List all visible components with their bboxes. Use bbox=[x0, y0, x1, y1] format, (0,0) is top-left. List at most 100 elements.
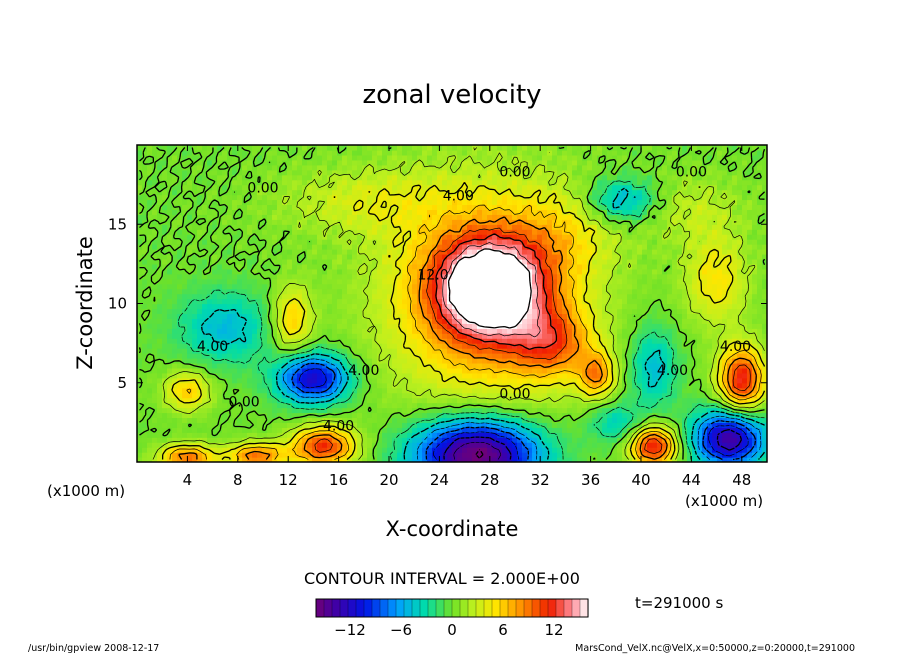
heatmap-cell bbox=[622, 457, 628, 462]
heatmap-cell bbox=[632, 402, 638, 409]
heatmap-cell bbox=[602, 427, 608, 433]
heatmap-cell bbox=[657, 422, 663, 428]
heatmap-cell bbox=[377, 417, 383, 423]
heatmap-cell bbox=[602, 278, 608, 285]
heatmap-cell bbox=[352, 328, 358, 334]
heatmap-cell bbox=[252, 387, 258, 394]
heatmap-cell bbox=[207, 432, 213, 438]
heatmap-cell bbox=[212, 278, 218, 285]
heatmap-cell bbox=[622, 343, 628, 349]
heatmap-cell bbox=[712, 457, 718, 462]
heatmap-cell bbox=[157, 442, 163, 448]
heatmap-cell bbox=[512, 318, 518, 324]
heatmap-cell bbox=[542, 367, 548, 374]
heatmap-cell bbox=[747, 323, 753, 329]
heatmap-cell bbox=[197, 372, 203, 379]
heatmap-cell bbox=[482, 293, 488, 300]
heatmap-cell bbox=[477, 427, 483, 433]
heatmap-cell bbox=[537, 283, 543, 290]
heatmap-cell bbox=[532, 313, 538, 319]
heatmap-cell bbox=[642, 268, 648, 275]
heatmap-cell bbox=[737, 397, 743, 404]
heatmap-cell bbox=[602, 437, 608, 443]
heatmap-cell bbox=[757, 432, 763, 438]
heatmap-cell bbox=[417, 318, 423, 324]
heatmap-cell bbox=[367, 357, 373, 364]
heatmap-cell bbox=[287, 387, 293, 394]
heatmap-cell bbox=[417, 377, 423, 384]
heatmap-cell bbox=[247, 303, 253, 310]
heatmap-cell bbox=[397, 288, 403, 295]
heatmap-cell bbox=[552, 417, 558, 423]
heatmap-cell bbox=[317, 298, 323, 305]
heatmap-cell bbox=[692, 437, 698, 443]
heatmap-cell bbox=[597, 382, 603, 389]
heatmap-cell bbox=[152, 382, 158, 389]
heatmap-cell bbox=[227, 333, 233, 339]
heatmap-cell bbox=[372, 367, 378, 374]
heatmap-cell bbox=[522, 447, 528, 453]
heatmap-cell bbox=[597, 422, 603, 428]
heatmap-cell bbox=[297, 263, 303, 270]
heatmap-cell bbox=[452, 298, 458, 305]
heatmap-cell bbox=[627, 367, 633, 374]
heatmap-cell bbox=[507, 372, 513, 379]
heatmap-cell bbox=[727, 308, 733, 314]
heatmap-cell bbox=[667, 397, 673, 404]
heatmap-cell bbox=[332, 288, 338, 295]
heatmap-cell bbox=[267, 412, 273, 419]
heatmap-cell bbox=[757, 328, 763, 334]
heatmap-cell bbox=[352, 402, 358, 409]
heatmap-cell bbox=[702, 392, 708, 399]
heatmap-cell bbox=[387, 372, 393, 379]
heatmap-cell bbox=[332, 268, 338, 275]
heatmap-cell bbox=[657, 318, 663, 324]
heatmap-cell bbox=[447, 457, 453, 462]
heatmap-cell bbox=[337, 348, 343, 354]
heatmap-cell bbox=[192, 313, 198, 319]
heatmap-cell bbox=[572, 447, 578, 453]
heatmap-cell bbox=[232, 283, 238, 290]
heatmap-cell bbox=[502, 392, 508, 399]
heatmap-cell bbox=[752, 288, 758, 295]
heatmap-cell bbox=[152, 263, 158, 270]
heatmap-cell bbox=[387, 437, 393, 443]
heatmap-cell bbox=[532, 457, 538, 462]
heatmap-cell bbox=[172, 402, 178, 409]
heatmap-cell bbox=[637, 293, 643, 300]
heatmap-cell bbox=[612, 323, 618, 329]
heatmap-cell bbox=[327, 283, 333, 290]
heatmap-cell bbox=[467, 407, 473, 414]
heatmap-cell bbox=[727, 452, 733, 458]
heatmap-cell bbox=[242, 407, 248, 414]
heatmap-cell bbox=[272, 427, 278, 433]
heatmap-cell bbox=[557, 372, 563, 379]
heatmap-cell bbox=[617, 357, 623, 364]
heatmap-cell bbox=[207, 442, 213, 448]
heatmap-cell bbox=[722, 377, 728, 384]
heatmap-cell bbox=[512, 457, 518, 462]
heatmap-cell bbox=[172, 367, 178, 374]
heatmap-cell bbox=[362, 323, 368, 329]
heatmap-cell bbox=[262, 333, 268, 339]
heatmap-cell bbox=[592, 372, 598, 379]
heatmap-cell bbox=[302, 298, 308, 305]
heatmap-cell bbox=[552, 427, 558, 433]
heatmap-cell bbox=[377, 412, 383, 419]
heatmap-cell bbox=[262, 338, 268, 344]
heatmap-cell bbox=[307, 323, 313, 329]
heatmap-cell bbox=[632, 437, 638, 443]
heatmap-cell bbox=[297, 313, 303, 319]
heatmap-cell bbox=[287, 372, 293, 379]
heatmap-cell bbox=[232, 377, 238, 384]
heatmap-cell bbox=[747, 313, 753, 319]
heatmap-cell bbox=[347, 457, 353, 462]
heatmap-cell bbox=[667, 303, 673, 310]
heatmap-cell bbox=[292, 367, 298, 374]
heatmap-cell bbox=[677, 417, 683, 423]
heatmap-cell bbox=[332, 397, 338, 404]
heatmap-cell bbox=[272, 442, 278, 448]
heatmap-cell bbox=[467, 367, 473, 374]
heatmap-cell bbox=[582, 422, 588, 428]
heatmap-cell bbox=[267, 357, 273, 364]
